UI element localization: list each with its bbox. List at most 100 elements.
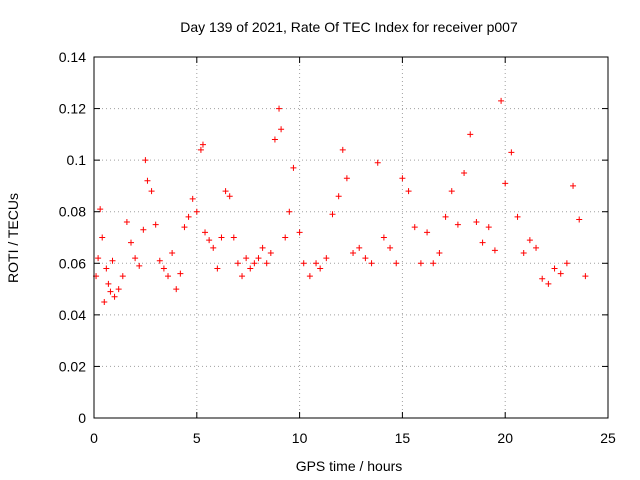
data-point [105,280,112,287]
data-point [103,265,110,272]
data-point [551,265,558,272]
data-point [329,211,336,218]
data-point [282,234,289,241]
data-point [132,255,139,262]
x-tick-label: 5 [193,430,201,446]
chart-title: Day 139 of 2021, Rate Of TEC Index for r… [180,19,518,35]
x-axis: 0 5 10 15 20 25 [90,57,616,446]
data-point [424,229,431,236]
data-point [136,262,143,269]
y-tick-label: 0.12 [59,101,86,117]
data-point [526,237,533,244]
data-point [144,177,151,184]
data-point [479,239,486,246]
data-point [128,239,135,246]
data-point [508,149,515,156]
data-point [317,265,324,272]
x-axis-label: GPS time / hours [296,458,403,474]
data-point [485,224,492,231]
data-point [296,229,303,236]
data-point [267,249,274,256]
data-point [101,298,108,305]
data-point [234,260,241,267]
data-point [226,193,233,200]
data-point [173,286,180,293]
data-point [473,219,480,226]
data-point [214,265,221,272]
data-point [545,280,552,287]
data-point [539,275,546,282]
data-point [247,265,254,272]
data-point [177,270,184,277]
data-point [165,273,172,280]
data-point [290,164,297,171]
data-point [95,255,102,262]
data-point [380,234,387,241]
data-point [206,237,213,244]
data-point [343,175,350,182]
data-point [520,249,527,256]
x-tick-label: 20 [497,430,513,446]
data-point [442,213,449,220]
y-tick-label: 0.08 [59,204,86,220]
data-point [148,188,155,195]
grid [94,57,608,418]
y-tick-label: 0.06 [59,255,86,271]
x-tick-label: 25 [600,430,616,446]
data-point [230,234,237,241]
data-point [210,244,217,251]
data-point [243,255,250,262]
data-point [454,221,461,228]
data-point [467,131,474,138]
data-point [152,221,159,228]
data-point [115,286,122,293]
data-point [239,273,246,280]
data-point [411,224,418,231]
data-point [197,146,204,153]
data-point [222,188,229,195]
y-tick-label: 0.04 [59,307,86,323]
x-tick-label: 10 [292,430,308,446]
data-point [498,97,505,104]
data-point [576,216,583,223]
data-point [123,219,130,226]
data-point [181,224,188,231]
y-tick-label: 0.02 [59,358,86,374]
data-point [107,288,114,295]
data-point [218,234,225,241]
data-point [557,270,564,277]
data-point [286,208,293,215]
data-point [276,105,283,112]
data-point [461,170,468,177]
data-point [491,247,498,254]
y-axis: 0 0.02 0.04 0.06 0.08 0.1 0.12 0.14 [59,49,608,426]
data-point [362,255,369,262]
data-point [399,175,406,182]
data-point [259,244,266,251]
data-point [306,273,313,280]
data-point [202,229,209,236]
data-point [533,244,540,251]
data-point [436,249,443,256]
y-tick-label: 0.14 [59,49,86,65]
data-point [405,188,412,195]
data-point [97,206,104,213]
data-point [502,180,509,187]
data-point [263,260,270,267]
data-point [582,273,589,280]
data-point [271,136,278,143]
data-point [368,260,375,267]
data-points [93,97,589,305]
data-point [356,244,363,251]
data-point [570,182,577,189]
x-tick-label: 15 [395,430,411,446]
data-point [278,126,285,133]
y-axis-label: ROTI / TECUs [5,193,21,283]
data-point [109,257,116,264]
data-point [323,255,330,262]
data-point [255,255,262,262]
data-point [99,234,106,241]
data-point [417,260,424,267]
data-point [514,213,521,220]
